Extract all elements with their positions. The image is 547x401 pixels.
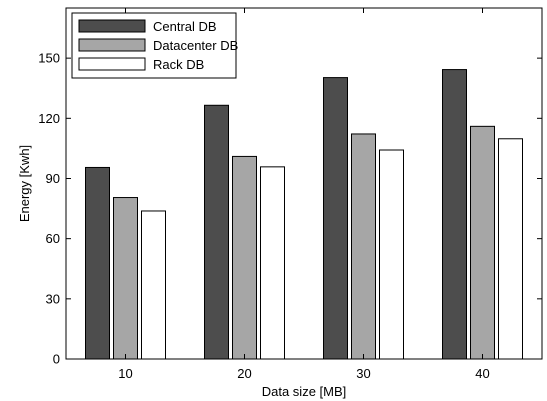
bar-datacenter-db-40: [470, 125, 495, 360]
y-tick-label: 60: [46, 231, 60, 246]
bar-rack-db-40: [498, 138, 523, 360]
bar-central-db-40: [442, 69, 467, 360]
y-tick-label: 90: [46, 171, 60, 186]
bar-central-db-30: [323, 77, 348, 360]
axes-layer: 10 20 30 40 0 30 60 90 120 150: [38, 8, 542, 381]
bar-central-db-20: [204, 104, 229, 360]
legend-swatch: [78, 57, 146, 71]
x-tick-label: 40: [475, 366, 489, 381]
y-tick-label: 30: [46, 291, 60, 306]
legend-label: Rack DB: [153, 57, 204, 72]
legend-swatch: [78, 19, 146, 33]
bar-datacenter-db-10: [113, 197, 138, 360]
x-tick-label: 10: [118, 366, 132, 381]
y-axis-title: Energy [Kwh]: [17, 145, 32, 222]
bar-datacenter-db-30: [351, 133, 376, 360]
y-tick-label: 120: [38, 111, 60, 126]
bar-rack-db-20: [260, 166, 285, 360]
x-axis-title: Data size [MB]: [262, 384, 347, 399]
bar-central-db-10: [85, 166, 110, 360]
legend-label: Central DB: [153, 19, 217, 34]
plot-area-frame: [65, 7, 543, 360]
bar-datacenter-db-20: [232, 155, 257, 360]
legend: Central DB Datacenter DB Rack DB: [71, 12, 238, 79]
bars-layer: [85, 69, 523, 360]
legend-label: Datacenter DB: [153, 38, 238, 53]
y-tick-label: 0: [53, 352, 60, 367]
y-tick-label: 150: [38, 51, 60, 66]
bar-rack-db-10: [141, 210, 166, 360]
x-tick-label: 30: [356, 366, 370, 381]
legend-swatch: [78, 38, 146, 52]
bar-rack-db-30: [379, 149, 404, 360]
x-tick-label: 20: [237, 366, 251, 381]
